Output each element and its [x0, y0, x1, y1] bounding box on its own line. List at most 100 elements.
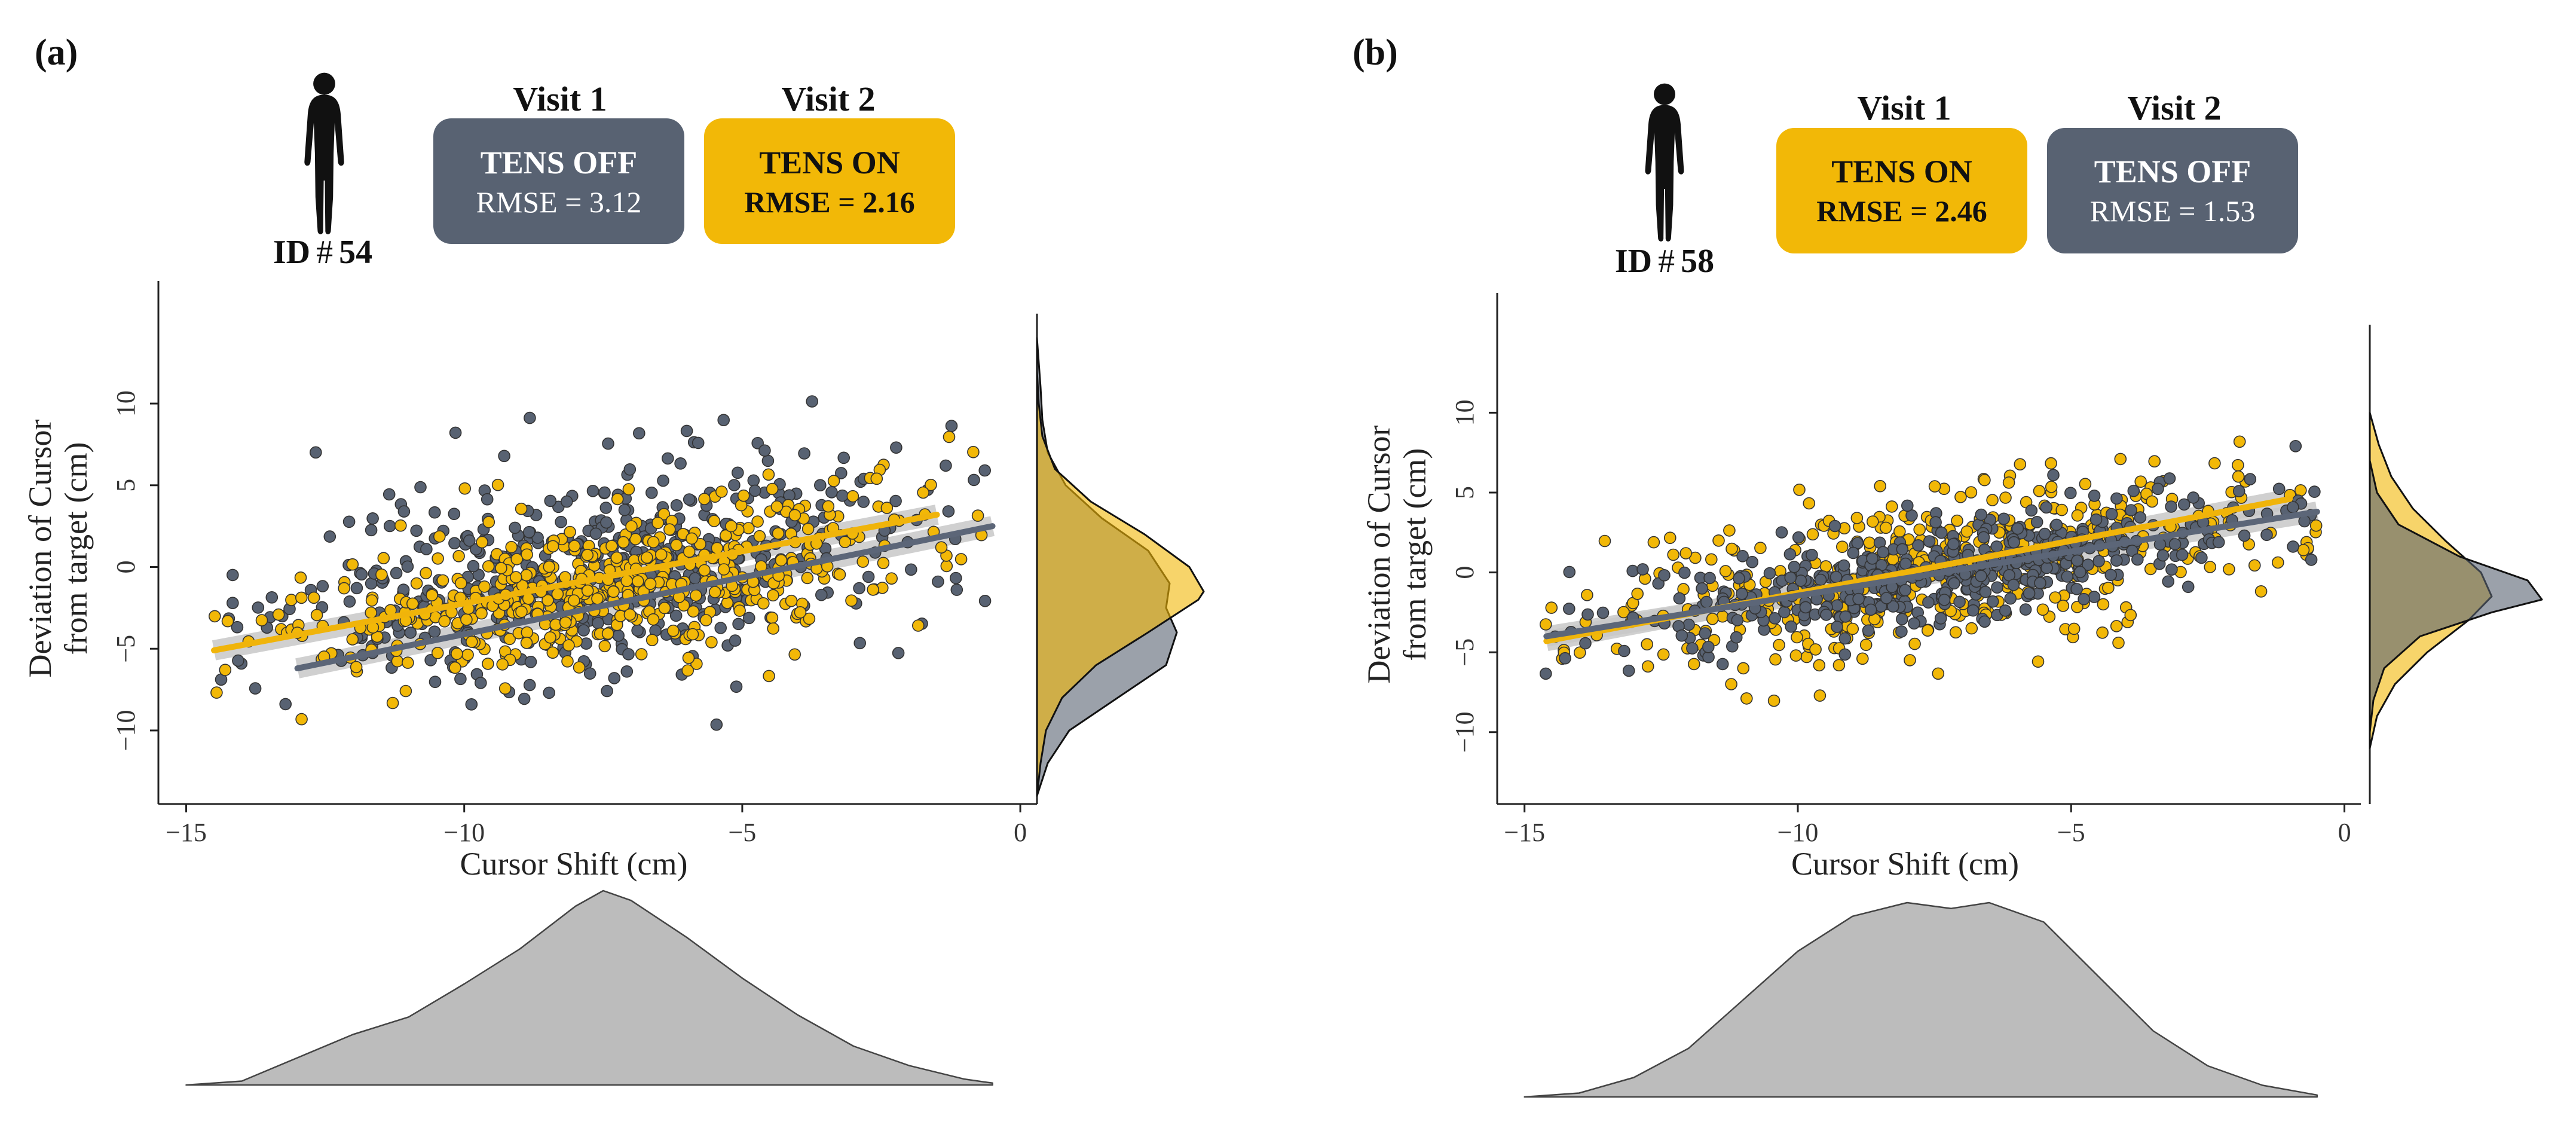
person-silhouette-icon — [304, 72, 344, 234]
data-point — [2272, 482, 2286, 496]
data-point — [605, 540, 618, 552]
data-point — [2114, 453, 2127, 466]
data-point — [365, 594, 378, 607]
y-axis-title-line-1: Deviation of Cursor — [1361, 426, 1397, 684]
data-point — [294, 571, 307, 584]
data-point — [2014, 458, 2027, 471]
data-point — [1657, 648, 1670, 661]
visit-2-condition-box — [704, 118, 955, 244]
data-point — [1960, 525, 1974, 538]
visit-2-label: Visit 2 — [781, 80, 875, 118]
x-tick-label: −10 — [1777, 818, 1819, 847]
data-point — [825, 486, 838, 499]
x-tick-label: 0 — [2338, 818, 2351, 847]
data-point — [2244, 473, 2257, 485]
data-point — [2232, 485, 2245, 497]
data-point — [681, 664, 694, 677]
data-point — [2074, 566, 2087, 579]
data-point — [1581, 608, 1594, 621]
data-point — [853, 582, 865, 595]
data-point — [700, 614, 712, 626]
data-point — [2049, 591, 2061, 604]
data-point — [2067, 622, 2081, 635]
data-point — [2112, 637, 2125, 649]
data-point — [717, 563, 730, 576]
data-point — [295, 591, 308, 604]
data-point — [1839, 610, 1852, 623]
data-point — [1699, 627, 1711, 640]
data-point — [658, 601, 671, 615]
y-tick-label: 5 — [111, 479, 140, 492]
data-point — [346, 558, 359, 571]
data-point — [870, 472, 883, 485]
data-point — [798, 447, 810, 460]
data-point — [2047, 469, 2060, 482]
x-axis-title: Cursor Shift (cm) — [460, 846, 688, 882]
data-point — [1923, 535, 1936, 548]
data-point — [509, 521, 521, 534]
data-point — [618, 503, 631, 516]
data-point — [515, 605, 528, 618]
data-point — [2162, 575, 2174, 588]
data-point — [1820, 609, 1832, 621]
data-point — [686, 532, 698, 545]
data-point — [612, 629, 625, 642]
data-point — [448, 537, 461, 550]
panel-a: (a) ID #54 Visit 1 TENS OFF RMSE = 3.12 V… — [22, 32, 1205, 1086]
data-point — [733, 604, 746, 617]
data-point — [1736, 549, 1749, 563]
data-point — [1999, 604, 2012, 617]
data-point — [932, 575, 944, 588]
data-point — [2248, 559, 2261, 572]
data-point — [1922, 596, 1935, 609]
data-point — [2238, 529, 2251, 542]
data-point — [449, 426, 462, 439]
data-point — [758, 444, 771, 457]
y-axis-title-line-1: Deviation of Cursor — [22, 420, 58, 678]
data-point — [877, 557, 890, 570]
data-point — [581, 549, 594, 561]
data-point — [641, 551, 653, 564]
data-point — [524, 656, 537, 668]
data-point — [1986, 595, 1999, 608]
data-point — [2011, 522, 2024, 535]
data-point — [2088, 489, 2101, 502]
data-point — [1794, 574, 1807, 587]
data-point — [601, 627, 614, 640]
data-point — [1935, 526, 1948, 539]
data-point — [670, 539, 683, 552]
visit-2-rmse: RMSE = 1.53 — [2090, 194, 2256, 228]
data-point — [295, 713, 308, 726]
data-point — [655, 548, 668, 561]
data-point — [465, 698, 478, 711]
data-point — [279, 698, 292, 711]
data-point — [598, 640, 611, 653]
data-point — [2127, 484, 2140, 497]
data-point — [1763, 567, 1776, 580]
data-point — [1806, 528, 1819, 541]
data-point — [1725, 678, 1737, 690]
data-point — [454, 577, 467, 589]
data-point — [2032, 655, 2045, 668]
data-point — [1877, 546, 1889, 559]
data-point — [1866, 552, 1879, 565]
scatter-plot: −15 −10 −5 0 −10 −5 0 5 10 Cursor Shift (cm) Devia… — [1361, 293, 2543, 1098]
x-tick-label: 0 — [1014, 818, 1027, 847]
data-point — [2033, 485, 2046, 497]
data-point — [705, 636, 718, 649]
data-point — [1978, 615, 1991, 628]
data-point — [1896, 543, 1909, 556]
data-point — [401, 560, 414, 573]
series-off-points — [1540, 439, 2321, 680]
data-point — [2036, 603, 2049, 616]
data-point — [2212, 536, 2225, 549]
data-point — [1631, 587, 1644, 600]
data-point — [717, 414, 730, 427]
data-point — [1769, 653, 1782, 666]
data-point — [1664, 531, 1676, 545]
visit-2-condition-box — [2047, 128, 2298, 253]
data-point — [1563, 566, 1576, 579]
participant-id: ID #58 — [1615, 243, 1714, 280]
data-point — [583, 667, 596, 680]
data-point — [971, 509, 984, 522]
